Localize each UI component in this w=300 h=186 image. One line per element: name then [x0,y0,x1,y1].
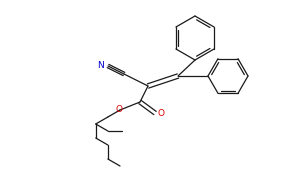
Text: O: O [116,105,122,113]
Text: N: N [98,60,104,70]
Text: O: O [158,108,164,118]
